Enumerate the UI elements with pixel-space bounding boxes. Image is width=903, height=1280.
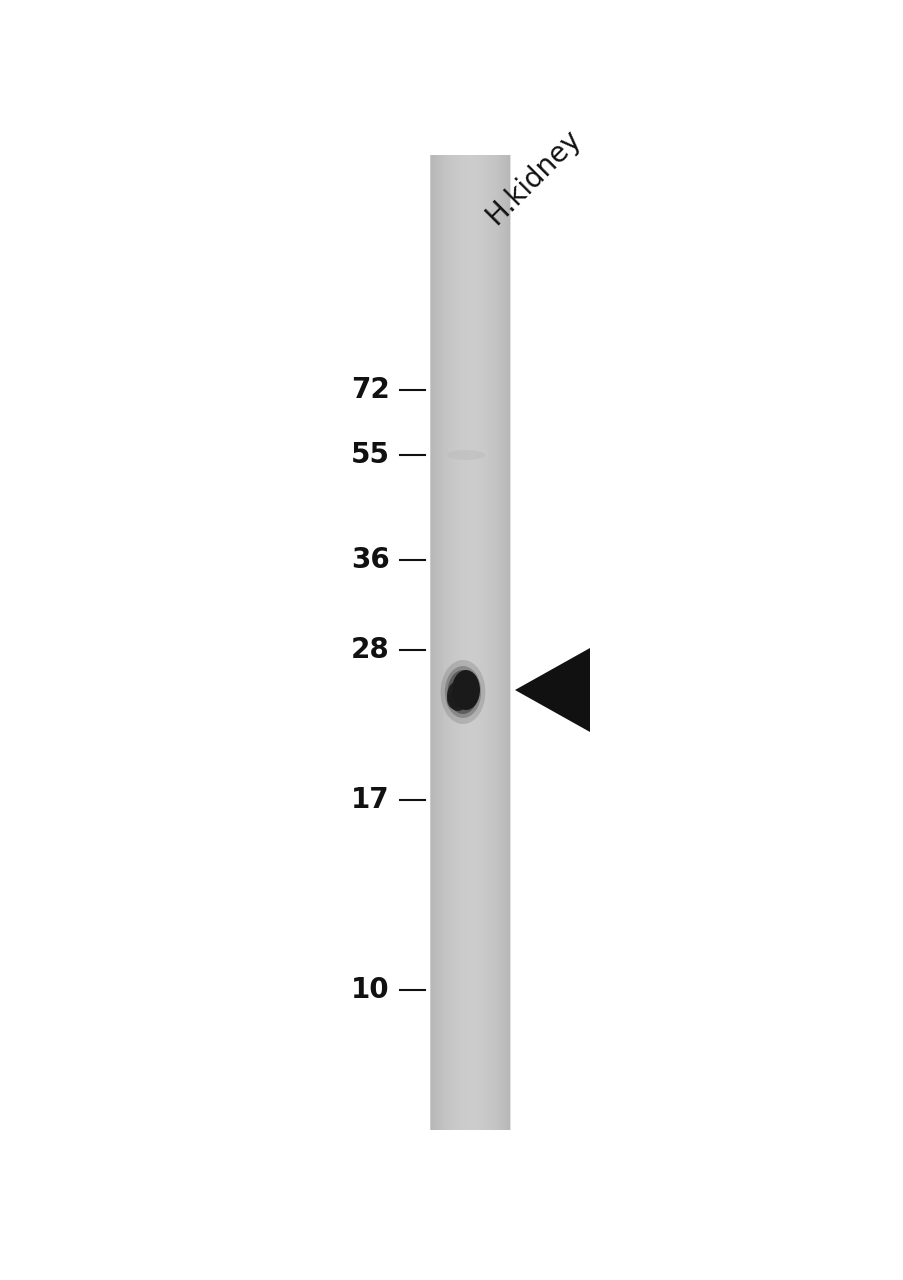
Bar xyxy=(458,155,460,1130)
Bar xyxy=(433,155,434,1130)
Ellipse shape xyxy=(447,669,478,714)
Bar xyxy=(469,155,470,1130)
Bar xyxy=(437,155,438,1130)
Text: 36: 36 xyxy=(351,547,389,573)
Bar xyxy=(449,155,451,1130)
Bar xyxy=(451,155,452,1130)
Bar xyxy=(457,155,458,1130)
Text: H.kidney: H.kidney xyxy=(479,124,585,230)
Bar xyxy=(468,155,469,1130)
Ellipse shape xyxy=(461,675,479,698)
Bar xyxy=(488,155,489,1130)
Bar xyxy=(460,155,461,1130)
Bar xyxy=(494,155,496,1130)
Bar xyxy=(463,155,465,1130)
Text: 10: 10 xyxy=(351,975,389,1004)
Bar xyxy=(471,155,473,1130)
Bar xyxy=(493,155,494,1130)
Bar xyxy=(491,155,493,1130)
Ellipse shape xyxy=(444,666,480,718)
Bar xyxy=(478,155,479,1130)
Polygon shape xyxy=(515,648,590,732)
Bar xyxy=(445,155,446,1130)
Bar xyxy=(466,155,468,1130)
Bar xyxy=(508,155,510,1130)
Bar xyxy=(486,155,488,1130)
Bar xyxy=(443,155,445,1130)
Bar xyxy=(465,155,466,1130)
Bar xyxy=(434,155,435,1130)
Bar xyxy=(507,155,508,1130)
Text: 72: 72 xyxy=(351,376,389,404)
Bar xyxy=(455,155,457,1130)
Bar xyxy=(435,155,437,1130)
Ellipse shape xyxy=(446,691,461,709)
Bar xyxy=(470,155,471,1130)
Bar xyxy=(473,155,474,1130)
Bar xyxy=(506,155,507,1130)
Bar xyxy=(504,155,505,1130)
Bar xyxy=(440,155,441,1130)
Bar xyxy=(482,155,483,1130)
Bar xyxy=(454,155,455,1130)
Ellipse shape xyxy=(452,669,479,710)
Bar xyxy=(477,155,478,1130)
Bar xyxy=(498,155,499,1130)
Bar xyxy=(496,155,497,1130)
Bar xyxy=(490,155,491,1130)
Ellipse shape xyxy=(446,681,469,710)
Bar xyxy=(480,155,482,1130)
Bar xyxy=(452,155,454,1130)
Bar xyxy=(448,155,449,1130)
Bar xyxy=(476,155,477,1130)
Bar xyxy=(432,155,433,1130)
Bar xyxy=(497,155,498,1130)
Bar xyxy=(505,155,506,1130)
Bar xyxy=(461,155,462,1130)
Ellipse shape xyxy=(440,660,485,724)
Bar xyxy=(485,155,486,1130)
Bar xyxy=(442,155,443,1130)
Text: 28: 28 xyxy=(351,636,389,664)
Bar xyxy=(501,155,502,1130)
Bar xyxy=(438,155,440,1130)
Bar xyxy=(430,155,509,1130)
Bar xyxy=(446,155,448,1130)
Ellipse shape xyxy=(446,451,485,460)
Bar xyxy=(474,155,476,1130)
Bar xyxy=(441,155,442,1130)
Bar xyxy=(430,155,432,1130)
Bar xyxy=(483,155,485,1130)
Bar xyxy=(462,155,463,1130)
Bar xyxy=(499,155,501,1130)
Bar xyxy=(502,155,504,1130)
Bar xyxy=(489,155,490,1130)
Bar xyxy=(479,155,480,1130)
Text: 17: 17 xyxy=(351,786,389,814)
Text: 55: 55 xyxy=(350,442,389,468)
